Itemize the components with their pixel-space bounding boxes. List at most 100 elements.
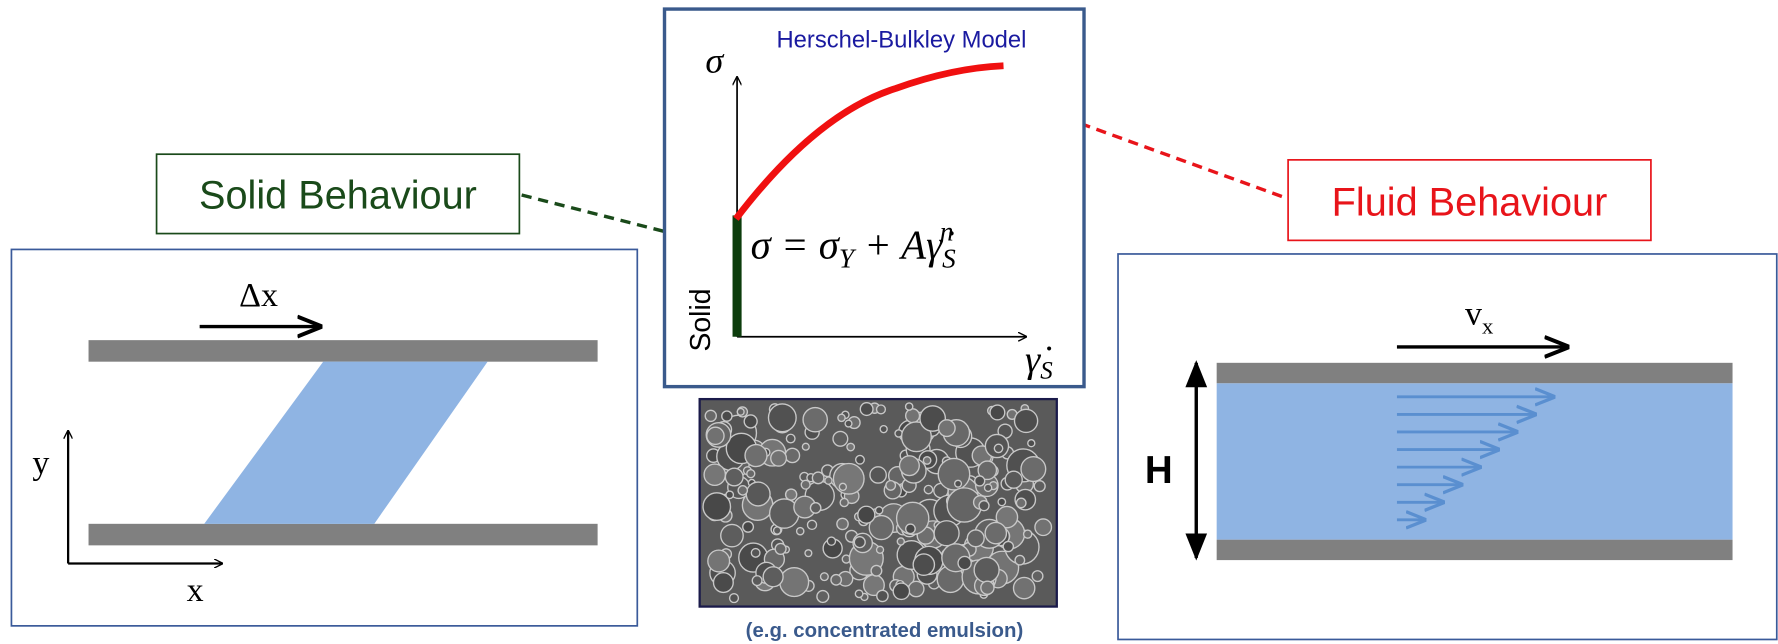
droplet	[708, 550, 730, 572]
droplet	[705, 410, 716, 421]
droplet	[975, 476, 985, 486]
droplet	[1005, 471, 1022, 488]
droplet	[747, 470, 755, 478]
droplet	[744, 415, 757, 428]
droplet	[923, 457, 930, 464]
droplet	[870, 467, 886, 483]
droplet	[871, 565, 882, 576]
droplet	[854, 537, 865, 548]
droplet	[860, 403, 873, 416]
droplet	[855, 590, 862, 597]
plot-frame	[665, 9, 1085, 387]
droplet	[751, 549, 760, 558]
droplet	[1034, 481, 1045, 492]
droplet	[704, 464, 725, 485]
droplet	[803, 408, 827, 432]
droplet	[877, 405, 886, 414]
droplet	[722, 411, 732, 421]
droplet	[807, 520, 816, 529]
droplet	[780, 568, 809, 597]
droplet	[752, 576, 762, 586]
y-axis-label: y	[32, 445, 49, 482]
droplet	[827, 537, 835, 545]
plot-title: Herschel-Bulkley Model	[776, 27, 1026, 54]
droplet	[958, 556, 971, 569]
emulsion-image	[700, 399, 1057, 606]
droplet	[802, 443, 809, 450]
velocity-main: v	[1465, 295, 1482, 332]
droplet	[877, 546, 884, 553]
droplet	[897, 538, 904, 545]
droplet	[1021, 457, 1046, 482]
top-plate	[89, 340, 598, 362]
droplet	[856, 455, 865, 464]
top-plate	[1217, 363, 1733, 383]
fluid-callout-text: Fluid Behaviour	[1332, 180, 1608, 224]
equation-part: σ = σ	[751, 223, 841, 268]
droplet	[886, 481, 896, 491]
droplet	[998, 498, 1005, 505]
solid-bar	[733, 215, 742, 336]
droplet	[934, 521, 959, 546]
bottom-plate	[1217, 540, 1733, 560]
droplet	[880, 426, 887, 433]
droplet	[906, 524, 916, 534]
x-label-sub: S	[1040, 358, 1053, 385]
droplet	[990, 405, 1005, 420]
droplet	[877, 590, 888, 601]
droplet	[721, 524, 743, 546]
droplet	[812, 472, 824, 484]
droplet	[797, 528, 804, 535]
x-axis-label: x	[187, 572, 204, 609]
droplet	[955, 480, 962, 487]
droplet	[984, 484, 991, 491]
droplet	[833, 431, 848, 446]
diagram: Herschel-Bulkley Model σ σ = σY + Aγ̇Sn …	[0, 0, 1778, 644]
droplet	[805, 550, 812, 557]
droplet	[974, 557, 999, 582]
droplet	[858, 506, 875, 523]
droplet	[967, 530, 984, 547]
droplet	[786, 489, 797, 500]
droplet	[1024, 530, 1032, 538]
solid-label: Solid	[685, 288, 717, 351]
droplet	[775, 543, 786, 554]
droplet	[909, 581, 924, 596]
droplet	[838, 414, 845, 421]
droplet	[913, 554, 934, 575]
fluid-layer	[1217, 383, 1733, 539]
page: Herschel-Bulkley Model σ σ = σY + Aγ̇Sn …	[0, 0, 1778, 644]
droplet	[1015, 409, 1038, 432]
droplet	[893, 583, 909, 599]
droplet	[821, 573, 829, 581]
equation: σ = σY + Aγ̇Sn	[751, 216, 957, 273]
droplet	[786, 434, 795, 443]
droplet	[707, 427, 724, 444]
velocity-sub: x	[1482, 313, 1494, 338]
droplet	[1028, 440, 1035, 447]
droplet	[845, 420, 852, 427]
droplet	[810, 503, 820, 513]
droplet	[737, 408, 744, 415]
equation-sup: n	[940, 216, 954, 246]
droplet	[763, 567, 783, 587]
displacement-label: Δx	[239, 277, 278, 314]
y-axis-label: σ	[705, 41, 725, 81]
droplet	[847, 443, 854, 450]
droplet	[768, 404, 796, 432]
droplet	[725, 468, 743, 486]
droplet	[938, 458, 970, 490]
droplet	[979, 501, 989, 511]
droplet	[745, 445, 767, 467]
droplet	[924, 485, 932, 493]
droplet	[900, 456, 920, 476]
droplet	[906, 409, 920, 423]
droplet	[1016, 498, 1026, 508]
bottom-plate	[89, 524, 598, 546]
droplet	[743, 522, 754, 533]
droplet	[1035, 519, 1052, 536]
droplet	[1013, 577, 1034, 598]
droplet	[785, 448, 799, 462]
droplet	[746, 482, 770, 506]
droplet	[985, 522, 1006, 543]
